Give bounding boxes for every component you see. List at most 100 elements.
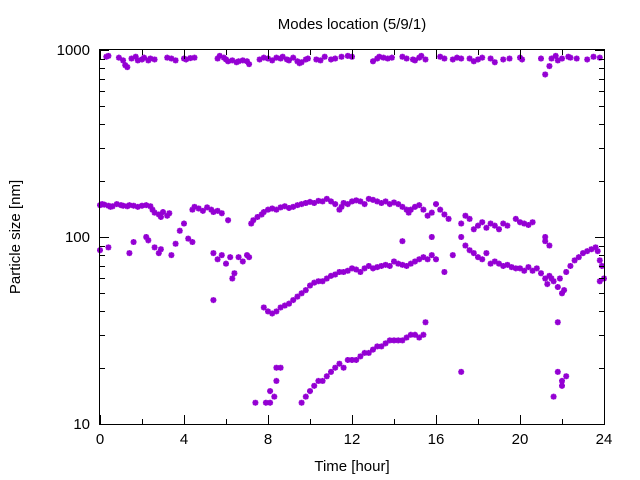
data-point	[191, 54, 198, 61]
data-point	[487, 260, 494, 267]
data-point	[388, 54, 395, 61]
data-point	[382, 261, 389, 268]
data-point	[361, 201, 368, 208]
data-point	[441, 268, 448, 275]
data-point	[191, 203, 198, 210]
data-point	[433, 256, 439, 263]
data-point	[323, 275, 330, 282]
data-point	[405, 209, 412, 216]
data-point	[155, 250, 162, 257]
data-point	[500, 56, 507, 63]
data-point	[239, 57, 246, 64]
data-point	[458, 234, 465, 240]
data-point	[466, 215, 473, 222]
data-point	[491, 59, 498, 66]
data-point	[521, 267, 528, 274]
data-point	[374, 343, 381, 350]
data-point	[462, 242, 469, 249]
x-tick-label: 20	[512, 431, 529, 448]
data-point	[403, 334, 410, 341]
data-point	[143, 202, 150, 209]
data-point	[307, 198, 313, 205]
data-point	[380, 54, 387, 61]
data-point	[512, 265, 519, 272]
data-point	[559, 377, 565, 384]
data-point	[554, 319, 561, 326]
data-point	[302, 199, 309, 206]
data-point	[529, 219, 536, 226]
data-point	[319, 377, 326, 384]
data-point	[454, 54, 460, 61]
data-point	[544, 281, 551, 288]
x-tick-label: 24	[596, 431, 613, 448]
data-point	[113, 201, 120, 208]
data-point	[475, 222, 481, 229]
data-point	[466, 247, 473, 254]
data-point	[399, 203, 406, 210]
data-point	[357, 198, 364, 205]
data-point	[433, 201, 439, 208]
data-point	[229, 57, 236, 64]
data-point	[105, 244, 112, 251]
data-point	[517, 219, 523, 226]
data-point	[130, 202, 137, 209]
data-point	[239, 258, 246, 265]
data-point	[416, 202, 423, 209]
data-point	[164, 54, 171, 61]
data-point	[491, 258, 498, 265]
data-point	[428, 209, 435, 216]
data-point	[323, 195, 330, 202]
data-point	[151, 209, 158, 216]
data-point	[533, 265, 540, 272]
data-point	[357, 268, 364, 275]
data-point	[412, 203, 418, 210]
data-point	[424, 212, 431, 219]
x-tick-label: 0	[96, 431, 104, 448]
data-point	[590, 53, 597, 60]
data-point	[470, 58, 477, 65]
data-point	[328, 368, 334, 375]
data-point	[458, 55, 465, 62]
data-point	[357, 353, 364, 360]
data-point	[420, 331, 427, 338]
data-point	[267, 388, 274, 395]
data-point	[391, 199, 397, 206]
data-point	[370, 196, 376, 203]
data-point	[422, 56, 429, 63]
data-point	[307, 282, 313, 289]
data-point	[365, 349, 372, 356]
data-point	[441, 55, 448, 62]
data-point	[279, 53, 286, 60]
data-point	[374, 198, 381, 205]
data-point	[512, 215, 519, 222]
data-point	[256, 56, 263, 63]
data-point	[332, 364, 339, 371]
data-point	[214, 256, 221, 263]
data-point	[155, 211, 162, 218]
data-point	[567, 262, 574, 269]
data-point	[298, 290, 305, 297]
data-point	[407, 331, 414, 338]
data-point	[407, 206, 414, 213]
y-tick-label: 10	[73, 416, 90, 433]
data-point	[260, 209, 267, 216]
data-point	[580, 250, 586, 257]
data-point	[273, 54, 280, 61]
data-point	[229, 275, 236, 282]
data-point	[538, 270, 544, 277]
data-point	[487, 220, 494, 227]
data-point	[353, 197, 360, 204]
data-point	[277, 304, 284, 311]
data-point	[235, 58, 242, 65]
data-point	[504, 261, 511, 268]
data-point	[317, 57, 324, 64]
data-point	[508, 264, 515, 271]
data-point	[552, 52, 559, 59]
data-point	[166, 210, 173, 217]
data-point	[575, 254, 582, 261]
data-point	[101, 201, 108, 208]
data-point	[458, 368, 465, 375]
data-point	[141, 54, 148, 61]
data-point	[349, 265, 355, 272]
data-point	[424, 256, 431, 263]
